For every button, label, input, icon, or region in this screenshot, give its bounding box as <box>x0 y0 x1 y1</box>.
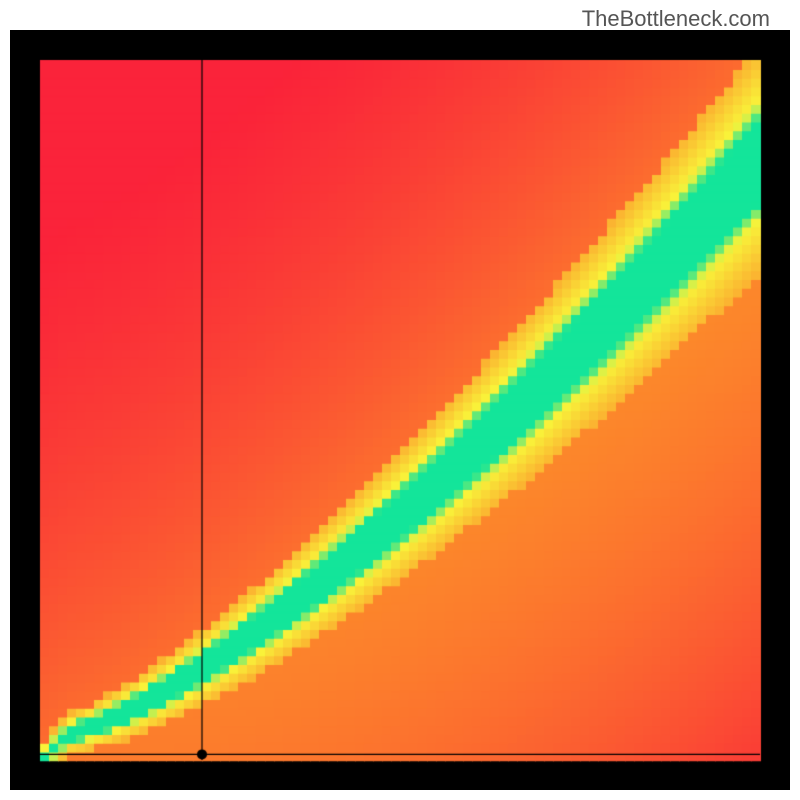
watermark-text: TheBottleneck.com <box>582 6 770 32</box>
heatmap-canvas <box>10 30 790 790</box>
heatmap-plot <box>10 30 790 790</box>
chart-container: TheBottleneck.com <box>0 0 800 800</box>
